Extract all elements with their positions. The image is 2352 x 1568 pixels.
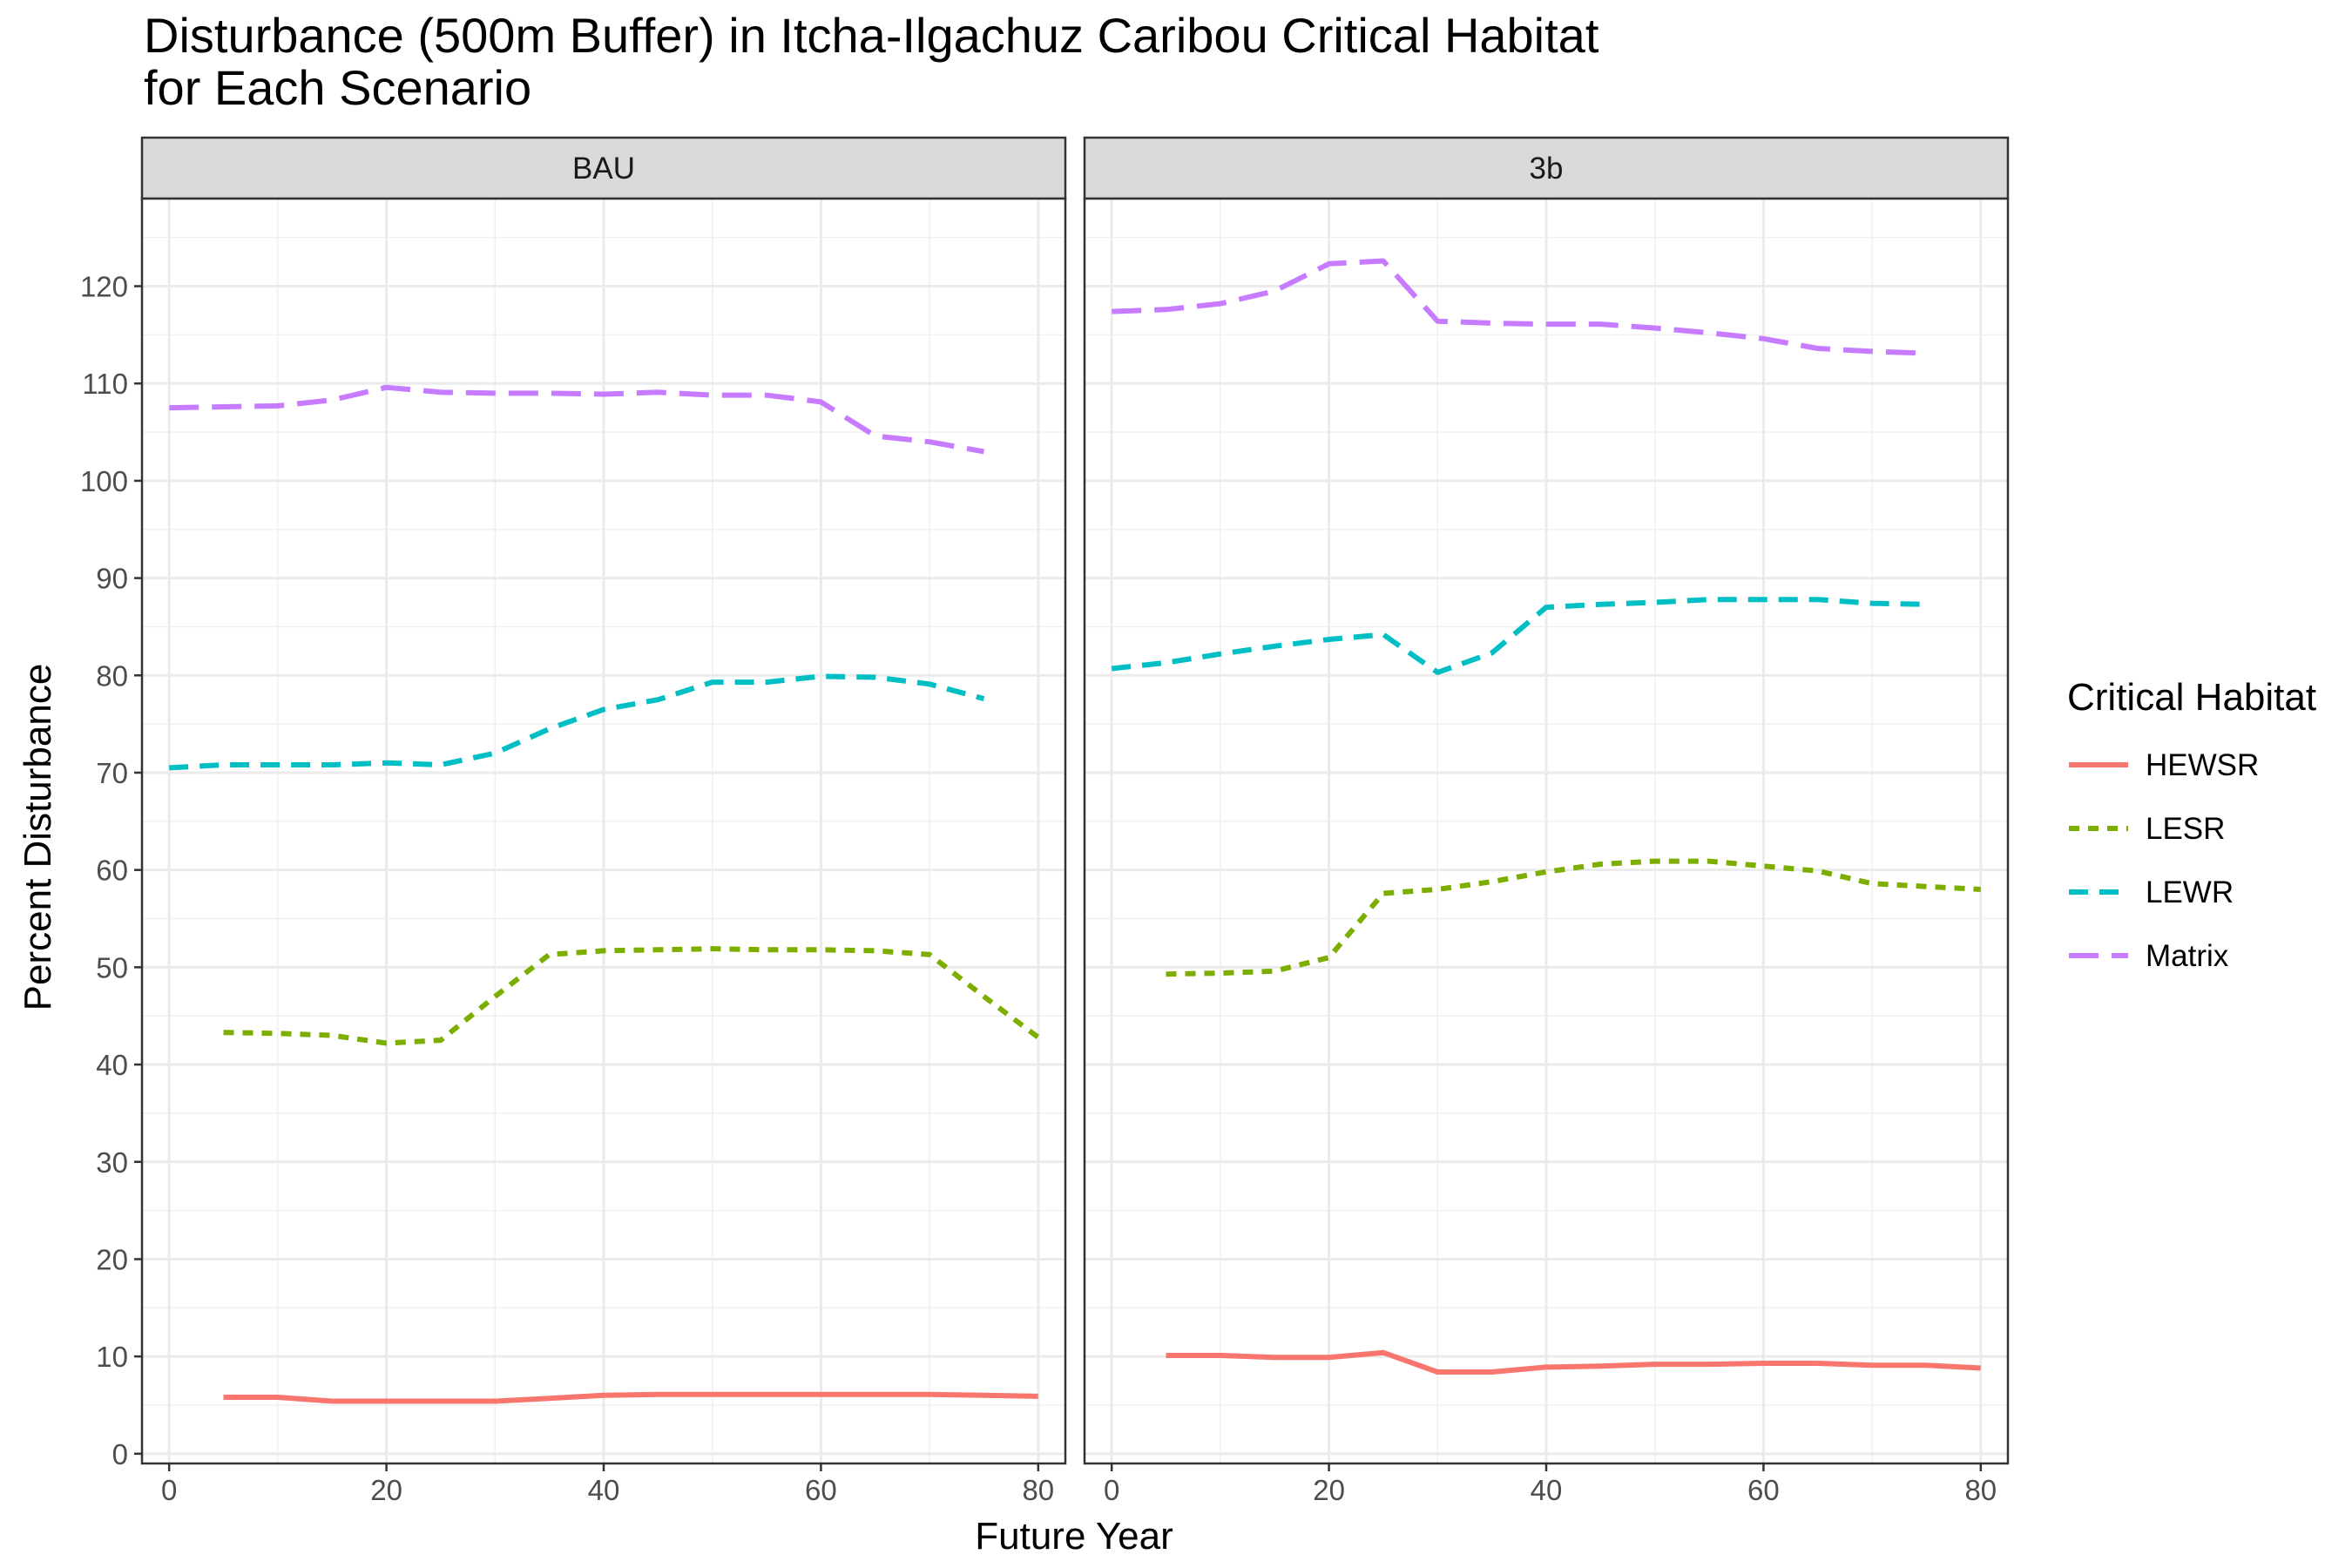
- facet-strip-label: 3b: [1530, 152, 1564, 186]
- x-tick-label: 20: [370, 1474, 402, 1506]
- legend-entry-matrix: Matrix: [2069, 939, 2229, 973]
- legend-label-hewsr: HEWSR: [2146, 748, 2259, 782]
- y-tick-label: 60: [96, 855, 128, 887]
- facet-panel-bau: BAU 0 20 40 60 80 0 10 20 30 40 50 60 70 80 90 100 110 120: [80, 136, 1067, 1506]
- chart-title-line-2: for Each Scenario: [144, 60, 531, 115]
- x-tick-label: 40: [588, 1474, 620, 1506]
- x-tick-label: 60: [1747, 1474, 1780, 1506]
- x-tick-label: 20: [1313, 1474, 1345, 1506]
- series-line-matrix: [1112, 258, 1927, 356]
- y-tick-label: 40: [96, 1049, 128, 1081]
- legend-label-lewr: LEWR: [2146, 875, 2234, 909]
- legend-label-lesr: LESR: [2146, 812, 2225, 846]
- x-tick-label: 80: [1022, 1474, 1054, 1506]
- x-tick-label: 60: [805, 1474, 837, 1506]
- series-line-lesr: [1166, 858, 1981, 977]
- y-tick-label: 70: [96, 757, 128, 789]
- y-tick-label: 0: [112, 1438, 128, 1470]
- x-tick-label: 40: [1531, 1474, 1563, 1506]
- series-line-lewr: [1111, 597, 1927, 675]
- y-tick-label: 110: [82, 368, 128, 400]
- facet-strip-label: BAU: [572, 152, 635, 186]
- y-tick-label: 120: [80, 271, 128, 303]
- legend-entry-lesr: LESR: [2069, 812, 2225, 846]
- facet-panels: BAU 0 20 40 60 80 0 10 20 30 40 50 60 70 80 90 100 110 120…: [80, 136, 2010, 1506]
- legend-entry-hewsr: HEWSR: [2069, 748, 2259, 782]
- series-line-hewsr: [1166, 1349, 1981, 1375]
- x-tick-label: 0: [161, 1474, 177, 1506]
- x-axis-title: Future Year: [975, 1515, 1173, 1558]
- series-line-matrix: [169, 384, 985, 455]
- x-tick-label: 0: [1104, 1474, 1119, 1506]
- legend-entry-lewr: LEWR: [2069, 875, 2234, 909]
- legend: Critical Habitat HEWSR LESR LEWR Matrix: [2067, 676, 2316, 973]
- y-tick-label: 100: [80, 465, 128, 497]
- y-axis-title: Percent Disturbance: [17, 664, 59, 1011]
- y-tick-label: 90: [96, 563, 128, 595]
- y-tick-label: 80: [96, 659, 128, 692]
- series-line-lewr: [169, 673, 985, 771]
- legend-label-matrix: Matrix: [2146, 939, 2229, 973]
- y-tick-label: 30: [96, 1146, 128, 1179]
- legend-title: Critical Habitat: [2067, 676, 2316, 719]
- series-line-lesr: [223, 946, 1040, 1046]
- y-tick-label: 50: [96, 951, 128, 983]
- y-tick-label: 20: [96, 1243, 128, 1275]
- y-tick-label: 10: [96, 1341, 128, 1373]
- facet-strip: [140, 136, 1067, 200]
- x-tick-label: 80: [1964, 1474, 1997, 1506]
- facet-strip: [1083, 136, 2010, 200]
- facet-panel-3b: 3b 0 20 40 60 80: [1083, 136, 2010, 1506]
- chart-title: Disturbance (500m Buffer) in Itcha-Ilgac…: [144, 8, 1599, 115]
- chart-title-line-1: Disturbance (500m Buffer) in Itcha-Ilgac…: [144, 8, 1599, 63]
- series-line-hewsr: [223, 1391, 1038, 1404]
